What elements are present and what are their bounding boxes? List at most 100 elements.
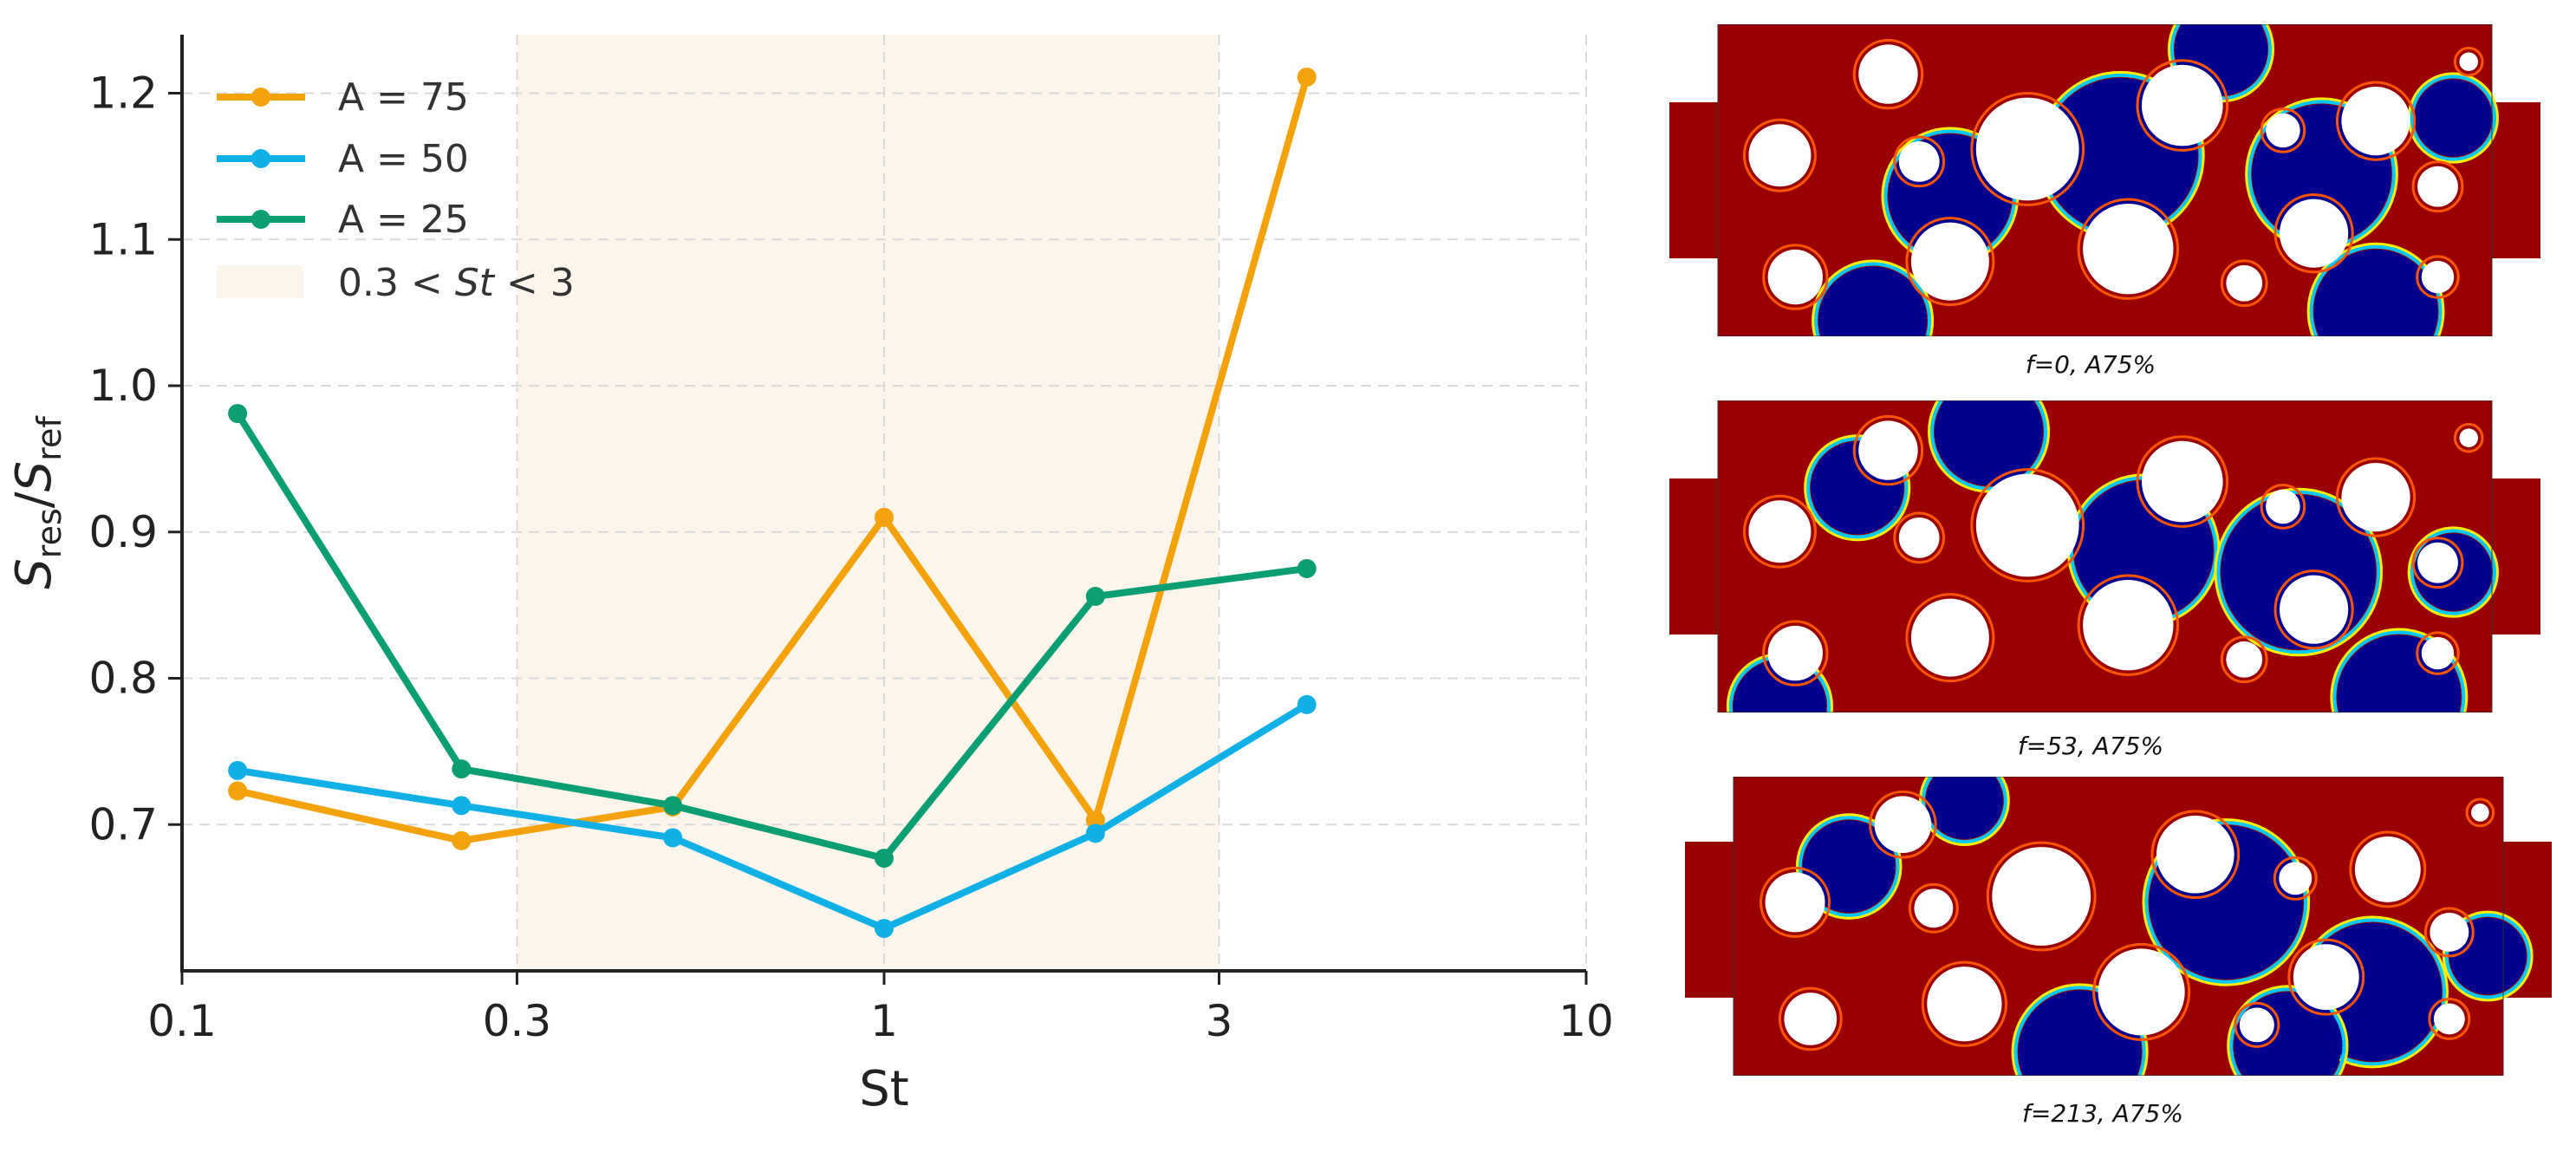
data-point — [1085, 587, 1105, 606]
obstacle-rim — [2136, 435, 2229, 528]
obstacle-rim — [2416, 255, 2460, 299]
obstacle-rim — [1742, 118, 1817, 192]
interface-ring — [1928, 400, 2051, 493]
obstacle-rim — [1762, 244, 1829, 310]
obstacle-rim — [1970, 92, 2085, 206]
obstacle-rim — [1905, 593, 1995, 683]
obstacle — [2417, 542, 2458, 583]
obstacle-rim — [1908, 882, 1959, 934]
legend-marker-a75 — [251, 88, 270, 107]
interface-ring — [2214, 487, 2384, 657]
y-label-sep: / — [6, 491, 62, 508]
obstacle-rim — [2077, 198, 2179, 300]
phase-region — [2313, 249, 2438, 336]
obstacle-rim — [1893, 511, 1946, 564]
data-point — [452, 759, 472, 779]
obstacle-rim — [2349, 830, 2427, 908]
y-tick-label: 1.1 — [88, 214, 158, 264]
interface-ring — [2410, 529, 2497, 615]
inlet-channel — [1685, 842, 1735, 998]
obstacle-rim — [2416, 631, 2460, 675]
obstacle-rim — [1742, 494, 1817, 569]
obstacle-rim — [2220, 635, 2268, 684]
obstacle — [1898, 141, 1940, 182]
obstacle-rim — [2092, 942, 2191, 1041]
data-point — [875, 849, 894, 869]
obstacle — [1765, 872, 1825, 933]
y-tick-label: 0.7 — [88, 799, 158, 849]
obstacle-rim — [2136, 59, 2229, 152]
data-point — [875, 919, 894, 939]
line-chart: 0.1 0.3 1 3 10 0.70.80.91.01.11.2 St Sres/Sr… — [6, 35, 1614, 1117]
snapshot-f53 — [1669, 400, 2540, 713]
data-point — [452, 830, 472, 850]
band-label-part-1: 0.3 < — [338, 261, 455, 305]
data-point — [452, 796, 472, 816]
obstacle-rim — [1921, 960, 2008, 1047]
data-point — [663, 796, 683, 816]
obstacle-rim — [2465, 797, 2495, 828]
obstacle-rim — [1760, 866, 1831, 938]
obstacle-rim — [1852, 414, 1924, 486]
obstacle — [2421, 260, 2455, 294]
phase-region — [1818, 266, 1928, 336]
inlet-channel — [1669, 478, 1720, 635]
obstacle-rim — [2077, 574, 2179, 676]
obstacle — [1975, 473, 2079, 577]
obstacle — [2430, 912, 2469, 952]
obstacle-rim — [2234, 1001, 2280, 1048]
band-label-part-2: St — [455, 261, 496, 305]
obstacle-rim — [1970, 468, 2085, 583]
interface-ring — [1812, 259, 1935, 336]
outlet-channel — [2490, 478, 2540, 635]
obstacle — [2266, 113, 2300, 148]
obstacle-rim — [1778, 986, 1843, 1051]
obstacle-rim — [1852, 38, 1924, 110]
interface-ring — [2410, 75, 2497, 161]
obstacle-rim — [2335, 457, 2417, 537]
obstacle-rim — [2273, 856, 2318, 901]
legend-marker-a50 — [251, 149, 270, 168]
obstacle — [2459, 428, 2479, 447]
phase-region — [1926, 777, 2003, 839]
obstacle-rim — [1905, 217, 1995, 307]
obstacle — [2341, 87, 2410, 156]
inlet-channel — [1669, 102, 1720, 258]
domain-border — [1717, 400, 2493, 713]
snapshot-caption-f213: f=213, A75% — [2022, 1099, 2183, 1128]
x-tick-label: 10 — [1558, 996, 1614, 1046]
obstacle-rim — [2428, 998, 2471, 1040]
x-axis-label: St — [859, 1061, 909, 1117]
obstacle — [1927, 967, 2002, 1042]
x-tick-label: 1 — [870, 996, 898, 1046]
snapshot-f0 — [1669, 24, 2540, 336]
obstacle — [1975, 97, 2079, 201]
obstacle — [2280, 199, 2349, 268]
obstacle — [1767, 625, 1823, 681]
obstacle — [2239, 1007, 2274, 1043]
obstacle-rim — [2335, 81, 2417, 161]
y-label-sub-num: res — [30, 508, 68, 558]
obstacle-rim — [2453, 46, 2484, 77]
obstacle-rim — [1869, 790, 1937, 859]
obstacle — [2142, 440, 2223, 523]
legend-marker-a25 — [251, 210, 270, 229]
obstacle — [2083, 204, 2174, 295]
obstacle — [1858, 44, 1918, 104]
obstacle — [2471, 804, 2489, 822]
obstacle — [2083, 580, 2174, 671]
obstacle — [2433, 1003, 2465, 1035]
snapshot-f213 — [1685, 777, 2552, 1076]
y-label-base2: S — [6, 461, 62, 492]
obstacle — [2226, 264, 2263, 302]
y-tick-label: 1.0 — [88, 361, 158, 411]
interface-ring — [1919, 777, 2010, 846]
obstacle — [2341, 463, 2410, 532]
x-ticks: 0.1 0.3 1 3 10 — [147, 971, 1614, 1046]
series-line — [234, 410, 1311, 862]
data-point — [875, 507, 894, 527]
interface-ring — [2229, 987, 2346, 1076]
x-tick-label: 0.1 — [147, 996, 217, 1046]
data-point — [1085, 810, 1105, 830]
snapshot-panels: f=0, A75% f=53, A75% f=213, A75% — [1669, 24, 2552, 1128]
